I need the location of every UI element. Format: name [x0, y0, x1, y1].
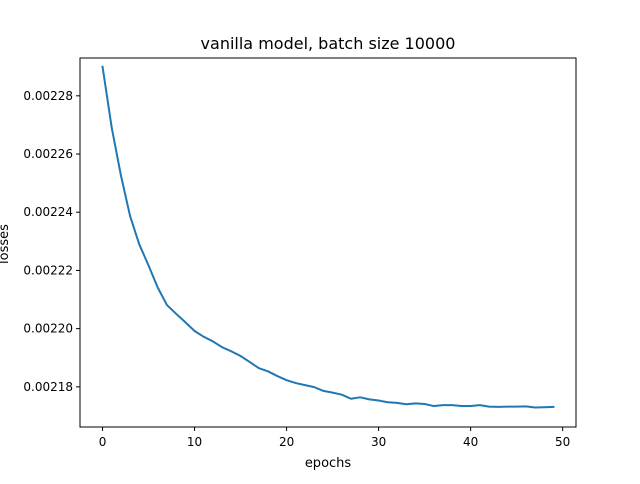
- chart-title: vanilla model, batch size 10000: [201, 34, 456, 53]
- y-tick-label: 0.00220: [23, 322, 73, 336]
- y-tick-label: 0.00226: [23, 147, 73, 161]
- y-axis-label: losses: [0, 224, 12, 264]
- x-tick-label: 10: [187, 435, 202, 449]
- x-tick-label: 50: [555, 435, 570, 449]
- y-tick-label: 0.00222: [23, 263, 73, 277]
- plot-frame: [79, 57, 577, 428]
- y-tick-label: 0.00218: [23, 380, 73, 394]
- x-tick-label: 20: [279, 435, 294, 449]
- series-line-0: [101, 65, 555, 409]
- x-tick-label: 0: [99, 435, 107, 449]
- x-tick-label: 40: [463, 435, 478, 449]
- y-tick-label: 0.00228: [23, 89, 73, 103]
- plot-area: 0 10 20 30 40 50 0.00218 0.00220 0.00222 0.00224 0…: [23, 57, 577, 449]
- x-tick-label: 30: [371, 435, 386, 449]
- x-axis-label: epochs: [305, 456, 352, 471]
- y-tick-label: 0.00224: [23, 205, 73, 219]
